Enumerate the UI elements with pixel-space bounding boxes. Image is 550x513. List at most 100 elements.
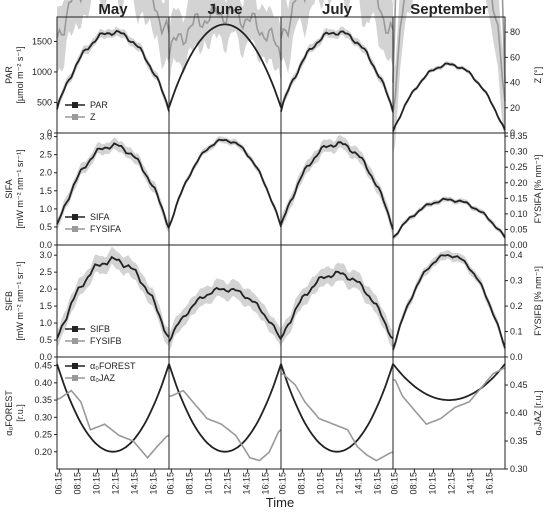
- sifa-june-panel: [168, 132, 282, 246]
- x-tick-label: 06:15: [165, 472, 175, 495]
- par-left-tick-label: 1500: [32, 36, 52, 46]
- sifb-left-tick-label: 1.5: [39, 301, 52, 311]
- sifb-right-tick-label: 0.1: [510, 327, 523, 337]
- sifb-may-primary-line: [56, 255, 170, 339]
- sifb-june-panel: [168, 244, 282, 358]
- alpha-left-tick-label: 0.20: [34, 447, 52, 457]
- par-june-primary-line: [168, 23, 282, 108]
- sifa-july-primary-line: [280, 141, 394, 230]
- x-tick-label: 14:15: [354, 472, 364, 495]
- month-title-june: June: [207, 1, 242, 18]
- sifa-september-primary-band: [393, 196, 505, 241]
- x-tick-label: 08:15: [184, 472, 194, 495]
- x-tick-label: 16:15: [373, 472, 383, 495]
- alpha-september-primary-line: [392, 363, 506, 402]
- sifb-june-primary-line: [168, 286, 282, 343]
- x-axis-label: Time: [266, 495, 294, 510]
- x-tick-label: 10:15: [204, 472, 214, 495]
- sifa-left-tick-label: 3.0: [39, 132, 52, 142]
- par-right-axis-label: Z [°]: [533, 67, 543, 84]
- sifa-right-tick-label: 0.15: [510, 193, 528, 203]
- alpha-left-tick-label: 0.25: [34, 430, 52, 440]
- sifa-right-tick-label: 0.05: [510, 224, 528, 234]
- sifb-left-tick-label: 3.0: [39, 250, 52, 260]
- x-tick-label: 16:15: [149, 472, 159, 495]
- par-right-tick-label: 40: [510, 78, 520, 88]
- sifa-right-tick-label: 0.20: [510, 178, 528, 188]
- par-september-primary-line: [392, 62, 506, 132]
- chart-text: May June July September 0 500 1000 1500 0 20 40 60 8…: [4, 1, 543, 495]
- sifa-september-panel: [392, 132, 506, 246]
- sifa-july-primary-band: [281, 135, 393, 237]
- sifa-left-tick-label: 2.5: [39, 150, 52, 160]
- alpha-legend-label-0: α₀FOREST: [90, 361, 136, 371]
- sifa-june-primary-band: [169, 136, 281, 231]
- par-left-axis-label: [µmol m⁻² s⁻¹]: [15, 46, 25, 103]
- alpha-legend-marker-1: [72, 375, 78, 381]
- par-right-tick-label: 0: [510, 128, 515, 138]
- sifa-september-secondary-band: [393, 0, 505, 156]
- x-tick-label: 06:15: [277, 472, 287, 495]
- x-tick-label: 08:15: [296, 472, 306, 495]
- alpha-left-tick-label: 0.35: [34, 395, 52, 405]
- sifb-september-secondary-band: [393, 0, 394, 11]
- sifa-left-tick-label: 0.0: [39, 240, 52, 250]
- par-right-tick-label: 20: [510, 103, 520, 113]
- sifb-june-primary-band: [169, 278, 281, 352]
- sifa-may-primary-band: [57, 137, 169, 234]
- par-right-tick-label: 60: [510, 52, 520, 62]
- sifa-may-primary-line: [56, 142, 170, 229]
- par-left-tick-label: 0: [47, 128, 52, 138]
- sifa-june-primary-line: [168, 138, 282, 228]
- sifa-left-axis-label: SIFA: [4, 179, 14, 199]
- x-tick-label: 16:15: [485, 472, 495, 495]
- par-right-tick-label: 80: [510, 27, 520, 37]
- par-july-primary-line: [280, 30, 394, 113]
- sifa-legend-label-0: SIFA: [90, 212, 110, 222]
- sifb-july-primary-line: [280, 270, 394, 340]
- alpha-left-tick-label: 0.40: [34, 378, 52, 388]
- sifa-legend-marker-0: [72, 214, 78, 220]
- sifa-right-tick-label: 0.30: [510, 147, 528, 157]
- sifa-left-tick-label: 1.0: [39, 204, 52, 214]
- x-tick-label: 12:15: [335, 472, 345, 495]
- par-september-panel: [392, 16, 506, 134]
- sifa-left-tick-label: 1.5: [39, 186, 52, 196]
- alpha-right-tick-label: 0.30: [510, 464, 528, 474]
- par-legend-label-0: PAR: [90, 100, 108, 110]
- x-tick-label: 12:15: [111, 472, 121, 495]
- par-may-primary-line: [56, 29, 170, 112]
- sifa-left-tick-label: 0.5: [39, 222, 52, 232]
- sifb-left-axis-label: SIFB: [4, 291, 14, 311]
- sifb-left-tick-label: 2.5: [39, 267, 52, 277]
- alpha-legend-marker-0: [72, 363, 78, 369]
- x-tick-label: 10:15: [92, 472, 102, 495]
- par-left-axis-label: PAR: [4, 66, 14, 84]
- alpha-september-secondary-line: [392, 367, 506, 426]
- x-tick-label: 08:15: [408, 472, 418, 495]
- sifb-left-tick-label: 0.5: [39, 335, 52, 345]
- alpha-june-primary-line: [168, 363, 282, 453]
- x-tick-label: 14:15: [466, 472, 476, 495]
- sifa-september-primary-line: [392, 197, 506, 239]
- alpha-may-secondary-line: [56, 389, 170, 460]
- sifa-right-tick-label: 0.25: [510, 162, 528, 172]
- alpha-left-tick-label: 0.45: [34, 361, 52, 371]
- sifa-right-tick-label: 0.35: [510, 131, 528, 141]
- sifb-left-axis-label: [mW m⁻² nm⁻¹ sr⁻¹]: [15, 261, 25, 340]
- sifb-september-primary-line: [392, 253, 506, 350]
- sifa-legend-label-1: FYSIFA: [90, 224, 121, 234]
- sifb-right-tick-label: 0.4: [510, 250, 523, 260]
- par-legend-marker-0: [72, 102, 78, 108]
- x-tick-label: 12:15: [223, 472, 233, 495]
- sifa-left-tick-label: 2.0: [39, 168, 52, 178]
- sifb-legend-label-1: FYSIFB: [90, 336, 122, 346]
- alpha-may-primary-line: [56, 363, 170, 453]
- sifb-right-tick-label: 0.0: [510, 352, 523, 362]
- alpha-left-axis-label: [r.u.]: [15, 404, 25, 422]
- month-title-september: September: [410, 1, 488, 18]
- series-lines: [56, 0, 506, 462]
- sifa-left-axis-label: [mW m⁻² nm⁻¹ sr⁻¹]: [15, 149, 25, 228]
- sifa-right-axis-label: FYSIFA [% nm⁻¹]: [533, 155, 543, 224]
